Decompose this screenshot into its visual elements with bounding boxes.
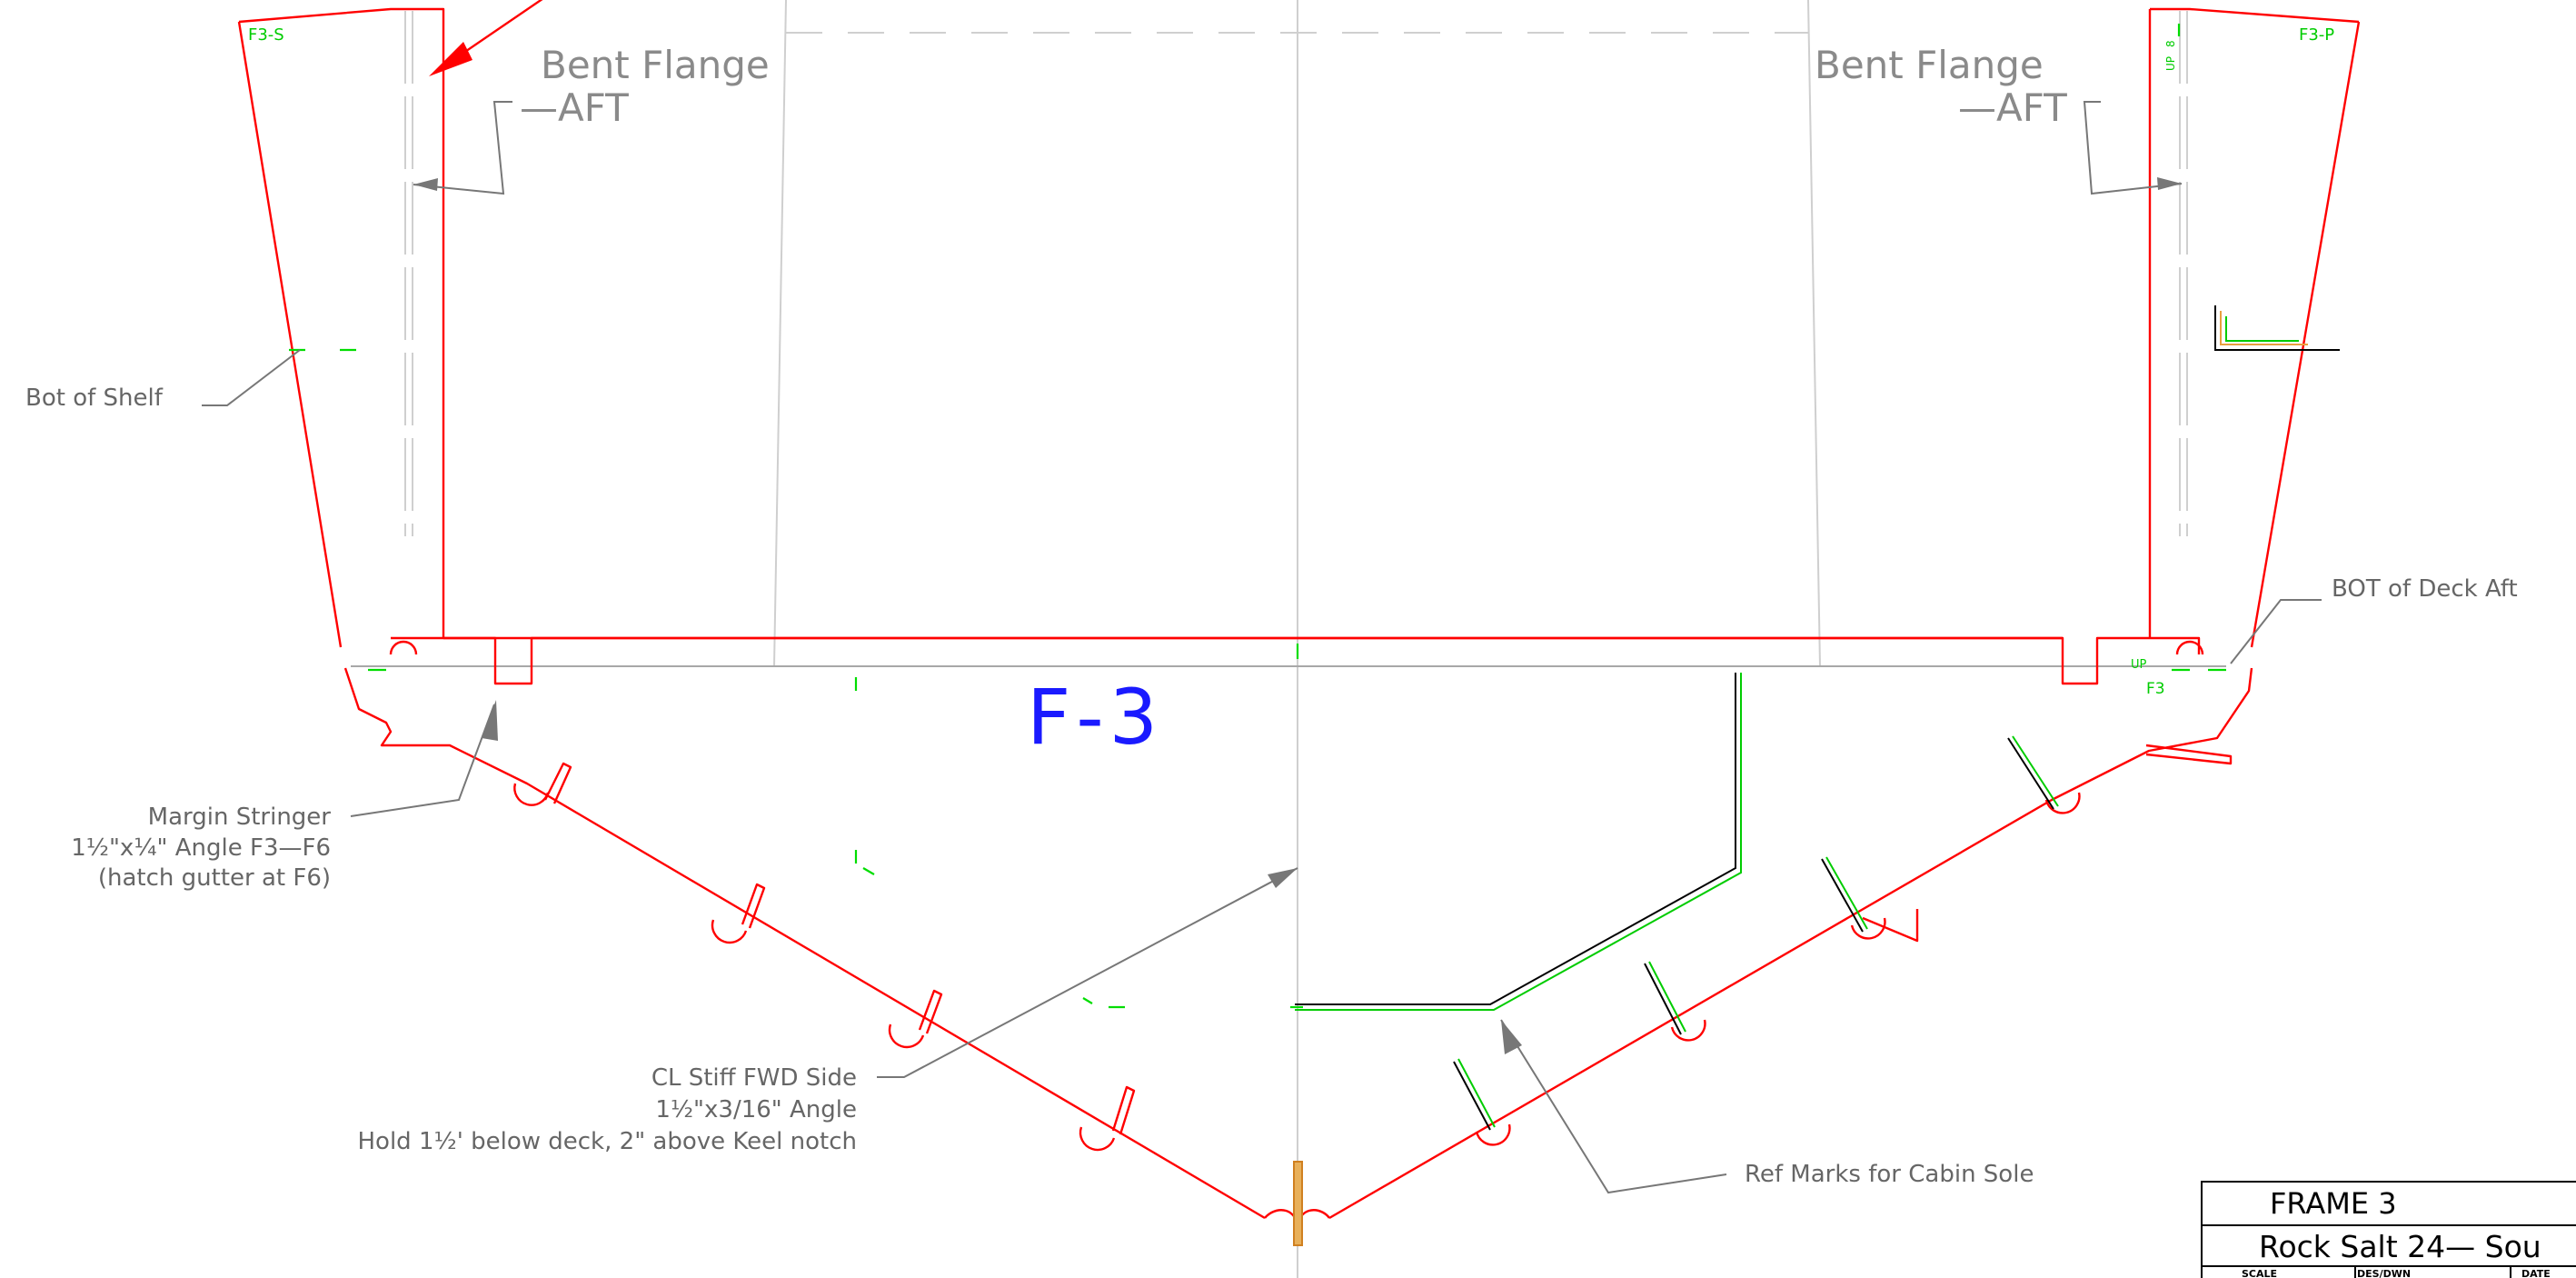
title-block-des-dwn: DES/DWN bbox=[2357, 1268, 2411, 1278]
tag-f3-s: F3-S bbox=[248, 25, 284, 45]
reference-marks bbox=[289, 24, 2226, 1009]
frame-outline bbox=[237, 7, 2361, 1224]
margin-stringer-line2: 1½"x¼" Angle F3—F6 bbox=[71, 834, 331, 862]
frame-label: F-3 bbox=[1027, 673, 1163, 762]
tag-up-rotated-b: 8 bbox=[2164, 40, 2177, 47]
title-block-project: Rock Salt 24— Sou bbox=[2259, 1229, 2541, 1264]
leader-lines bbox=[202, 101, 2322, 1194]
title-block-title: FRAME 3 bbox=[2270, 1186, 2397, 1221]
ref-marks-label: Ref Marks for Cabin Sole bbox=[1745, 1161, 2034, 1188]
bent-flange-left-line1: Bent Flange bbox=[541, 43, 770, 87]
title-block bbox=[2201, 1181, 2576, 1278]
title-block-date: DATE bbox=[2521, 1268, 2551, 1278]
construction-lines bbox=[351, 0, 2226, 1278]
tag-f3-p: F3-P bbox=[2299, 25, 2334, 45]
cl-stiff-line2: 1½"x3/16" Angle bbox=[655, 1096, 857, 1123]
cl-stiff-line1: CL Stiff FWD Side bbox=[651, 1064, 857, 1092]
bot-of-deck-aft-label: BOT of Deck Aft bbox=[2332, 575, 2518, 603]
cl-stiff-line3: Hold 1½' below deck, 2" above Keel notch bbox=[358, 1128, 858, 1155]
tag-f3-small: F3 bbox=[2146, 680, 2165, 698]
keel-stiffener bbox=[1293, 1161, 1303, 1246]
bent-flange-left-line2: —AFT bbox=[520, 85, 629, 130]
bent-flange-right-line1: Bent Flange bbox=[1815, 43, 2044, 87]
title-block-scale: SCALE bbox=[2242, 1268, 2277, 1278]
red-arrow bbox=[429, 0, 543, 76]
bot-of-shelf-label: Bot of Shelf bbox=[25, 384, 164, 412]
stiffeners bbox=[1295, 305, 2340, 1131]
tag-up-rotated: UP bbox=[2164, 56, 2177, 71]
margin-stringer-line3: (hatch gutter at F6) bbox=[98, 864, 331, 892]
tag-up-small: UP bbox=[2131, 658, 2147, 672]
margin-stringer-line1: Margin Stringer bbox=[148, 804, 332, 831]
bent-flange-right-line2: —AFT bbox=[1958, 85, 2067, 130]
